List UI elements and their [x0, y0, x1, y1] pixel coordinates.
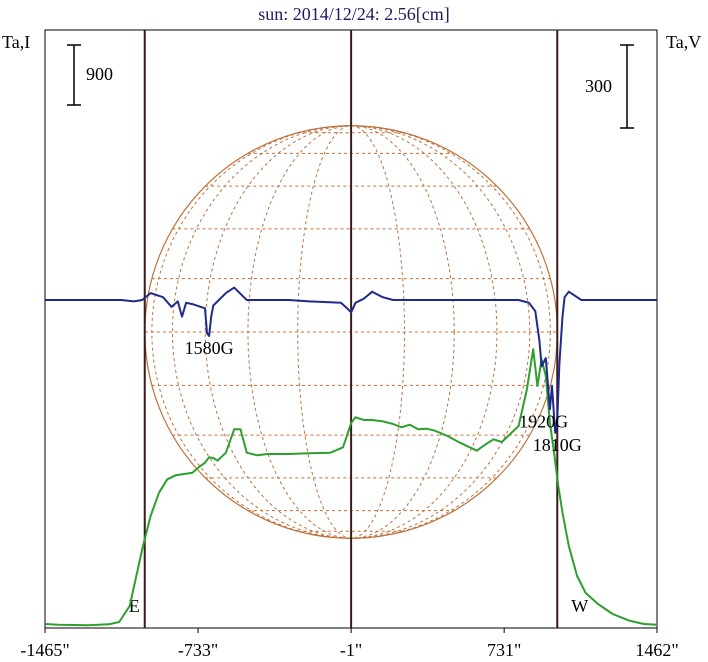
x-axis-ticks: -1465" -733" -1" 731" 1462" [20, 628, 679, 660]
field-annotation: 1580G [185, 338, 234, 358]
field-annotation: 1920G [519, 411, 568, 431]
x-tick-label: -733" [178, 640, 218, 660]
field-annotation: 1810G [533, 435, 582, 455]
limb-label-w: W [571, 596, 588, 616]
right-scale-indicator: 300 [585, 44, 634, 129]
left-scale-value: 900 [86, 64, 113, 84]
annotations: 1580G 1920G 1810G [185, 338, 582, 455]
chart-title: sun: 2014/12/24: 2.56[cm] [258, 4, 450, 24]
x-tick-label: 731" [487, 640, 521, 660]
right-scale-value: 300 [585, 76, 612, 96]
series-polarization-line [45, 286, 657, 434]
left-scale-indicator: 900 [67, 44, 113, 106]
x-tick-label: 1462" [635, 640, 678, 660]
series-intensity-line [44, 348, 658, 627]
left-axis-label: Ta,I [2, 32, 30, 52]
right-axis-label: Ta,V [666, 32, 701, 52]
x-tick-label: -1" [340, 640, 362, 660]
limb-label-e: E [129, 596, 140, 616]
x-tick-label: -1465" [20, 640, 69, 660]
series-group [44, 286, 658, 627]
